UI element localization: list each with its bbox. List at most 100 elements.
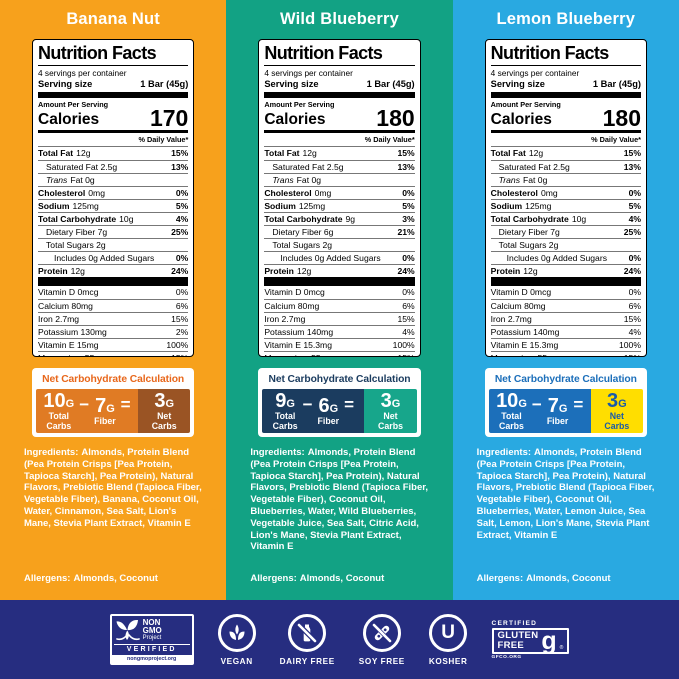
net-carbs-term: 3G Net Carbs bbox=[152, 391, 177, 431]
fiber-number: 6 bbox=[318, 394, 330, 417]
allergens-paragraph: Allergens: Almonds, Coconut bbox=[24, 573, 204, 585]
nutrient-amount: 12g bbox=[296, 266, 312, 277]
nutrient-name-bold: Total Fat bbox=[264, 148, 300, 159]
daily-value: 0% bbox=[175, 187, 189, 198]
vitamin-name: Calcium 80mg bbox=[264, 300, 320, 311]
nutrient-name: Total Sugars 2g bbox=[264, 239, 332, 251]
allergens-text: Almonds, Coconut bbox=[73, 573, 158, 585]
daily-value: 0% bbox=[402, 253, 415, 264]
panel-banana-nut: Banana Nut Nutrition Facts 4 servings per … bbox=[0, 0, 227, 600]
serving-size-value: 1 Bar (45g) bbox=[592, 79, 641, 90]
nutrient-name: Dietary Fiber 7g bbox=[491, 226, 560, 238]
nutrient-name: Sodium 125mg bbox=[38, 200, 99, 212]
divider-bar-medium bbox=[38, 129, 189, 134]
vitamin-row-iron-2-7mg: Iron 2.7mg 15% bbox=[38, 311, 189, 325]
net-carb-box: Net Carbohydrate Calculation 9G Total Carb… bbox=[258, 368, 421, 437]
non-gmo-line1: NON bbox=[142, 618, 161, 627]
nutrient-name: Total Fat 12g bbox=[491, 147, 544, 159]
divider-bar-thick bbox=[490, 92, 641, 99]
panel-wild-blueberry: Wild Blueberry Nutrition Facts 4 servings … bbox=[226, 0, 453, 600]
vitamin-row-iron-2-7mg: Iron 2.7mg 15% bbox=[264, 311, 415, 325]
nutrient-amount: 10g bbox=[119, 213, 134, 224]
gram-unit: G bbox=[165, 397, 175, 410]
vitamin-name: Magnesium 55mg bbox=[264, 352, 332, 356]
certification-footer: NON GMO Project VERIFIED nongmoproject.org VE… bbox=[0, 600, 679, 679]
nutrient-amount: 12g bbox=[302, 148, 317, 159]
total-carbs-value: 10G bbox=[43, 391, 74, 411]
nutrient-amount: 125mg bbox=[525, 200, 552, 211]
vitamin-name: Potassium 140mg bbox=[490, 326, 560, 337]
calories-label: Calories bbox=[490, 110, 552, 128]
ingredients-label: Ingredients: bbox=[250, 447, 305, 458]
nutrient-name-bold: Total Carbohydrate bbox=[264, 213, 343, 224]
net-carb-title: Net Carbohydrate Calculation bbox=[42, 374, 185, 385]
nutrient-name: Protein 12g bbox=[264, 265, 311, 277]
dairy-free-icon bbox=[295, 621, 319, 645]
gluten-free-line2: FREE bbox=[497, 639, 525, 651]
serving-size-label: Serving size bbox=[264, 79, 319, 90]
ingredients-label: Ingredients: bbox=[24, 447, 79, 458]
gram-unit: G bbox=[518, 397, 527, 410]
flavor-title: Lemon Blueberry bbox=[496, 9, 636, 28]
badge-label: KOSHER bbox=[428, 656, 468, 666]
minus-sign: − bbox=[302, 395, 313, 414]
nutrition-facts-label: Nutrition Facts 4 servings per container S… bbox=[32, 39, 195, 357]
fiber-label: Fiber bbox=[94, 415, 116, 426]
vitamin-name: Calcium 80mg bbox=[38, 300, 93, 311]
vitamin-row-iron-2-7mg: Iron 2.7mg 15% bbox=[490, 311, 641, 325]
vitamin-row-vitamin-d-0mcg: Vitamin D 0mcg 0% bbox=[38, 286, 188, 298]
nutrient-name: Total Carbohydrate 9g bbox=[264, 213, 355, 225]
daily-value: 0% bbox=[175, 287, 189, 298]
net-carb-box: Net Carbohydrate Calculation 10G Total Car… bbox=[32, 368, 195, 437]
vitamin-name: Vitamin D 0mcg bbox=[264, 287, 325, 298]
equals-sign: = bbox=[344, 395, 354, 414]
nutrient-row-includes-0g-added-sugars: Includes 0g Added Sugars 0% bbox=[38, 251, 189, 264]
serving-size-label: Serving size bbox=[38, 79, 93, 90]
nutrient-amount: Total Sugars 2g bbox=[498, 240, 559, 251]
vitamin-name: Vitamin E 15mg bbox=[38, 339, 99, 350]
nutrient-row-total-fat: Total Fat 12g 15% bbox=[38, 146, 189, 159]
nutrient-amount: Saturated Fat 2.5g bbox=[498, 161, 570, 172]
daily-value: 13% bbox=[397, 161, 415, 172]
total-carbs-label: Total Carbs bbox=[272, 410, 298, 431]
total-carbs-term: 9G Total Carbs bbox=[273, 391, 298, 431]
divider-bar-thick bbox=[38, 92, 189, 99]
soy-free-circle bbox=[362, 613, 401, 652]
non-gmo-project-seal: NON GMO Project VERIFIED nongmoproject.org bbox=[109, 614, 194, 665]
vitamin-row-vitamin-e-15-3mg: Vitamin E 15.3mg 100% bbox=[490, 337, 641, 351]
nutrient-name-italic: Trans bbox=[498, 174, 520, 185]
nutrition-facts-title: Nutrition Facts bbox=[490, 43, 641, 67]
nutrient-name: Includes 0g Added Sugars bbox=[264, 252, 380, 264]
nutrient-name-bold: Total Fat bbox=[490, 148, 526, 159]
badge-label: DAIRY FREE bbox=[279, 656, 335, 666]
net-carbs-value: 3G bbox=[381, 391, 401, 411]
dairy-free-circle bbox=[288, 613, 327, 652]
net-carb-title: Net Carbohydrate Calculation bbox=[494, 374, 637, 385]
serving-size-value: 1 Bar (45g) bbox=[366, 79, 415, 90]
nutrient-amount: 0mg bbox=[88, 187, 105, 198]
nutrient-row-total-fat: Total Fat 12g 15% bbox=[490, 146, 641, 159]
nutrient-row-total-sugars-2g: Total Sugars 2g bbox=[264, 238, 415, 251]
net-carbs-value: 3G bbox=[154, 391, 174, 411]
amount-per-serving-label: Amount Per Serving bbox=[264, 100, 335, 110]
nutrient-amount: Fat 0g bbox=[70, 174, 95, 185]
serving-size-row: Serving size 1 Bar (45g) bbox=[38, 78, 188, 92]
nutrient-row-protein: Protein 12g 24% bbox=[38, 264, 189, 277]
vitamin-rows: Vitamin D 0mcg 0% Calcium 80mg 6% Iron 2.7mg… bbox=[490, 286, 641, 356]
flavor-title: Banana Nut bbox=[66, 9, 160, 28]
nutrient-row-trans: Trans Fat 0g bbox=[490, 172, 641, 186]
vitamin-row-magnesium-55mg: Magnesium 55mg 15% bbox=[490, 350, 641, 356]
fiber-term: 7G Fiber bbox=[547, 396, 569, 427]
daily-value: 15% bbox=[624, 352, 641, 356]
nutrient-row-sodium: Sodium 125mg 5% bbox=[264, 198, 415, 212]
badge-dairy-free: DAIRY FREE bbox=[279, 613, 335, 666]
vitamin-name: Magnesium 55mg bbox=[491, 352, 559, 356]
calories-label: Calories bbox=[264, 110, 326, 128]
serving-size-label: Serving size bbox=[490, 79, 545, 90]
daily-value: 0% bbox=[402, 187, 415, 198]
nutrient-amount: 0mg bbox=[314, 187, 332, 198]
allergens-text: Almonds, Coconut bbox=[299, 573, 385, 585]
serving-size-value: 1 Bar (45g) bbox=[140, 79, 189, 90]
non-gmo-url: nongmoproject.org bbox=[111, 655, 192, 663]
nutrient-amount: Saturated Fat 2.5g bbox=[46, 161, 118, 172]
